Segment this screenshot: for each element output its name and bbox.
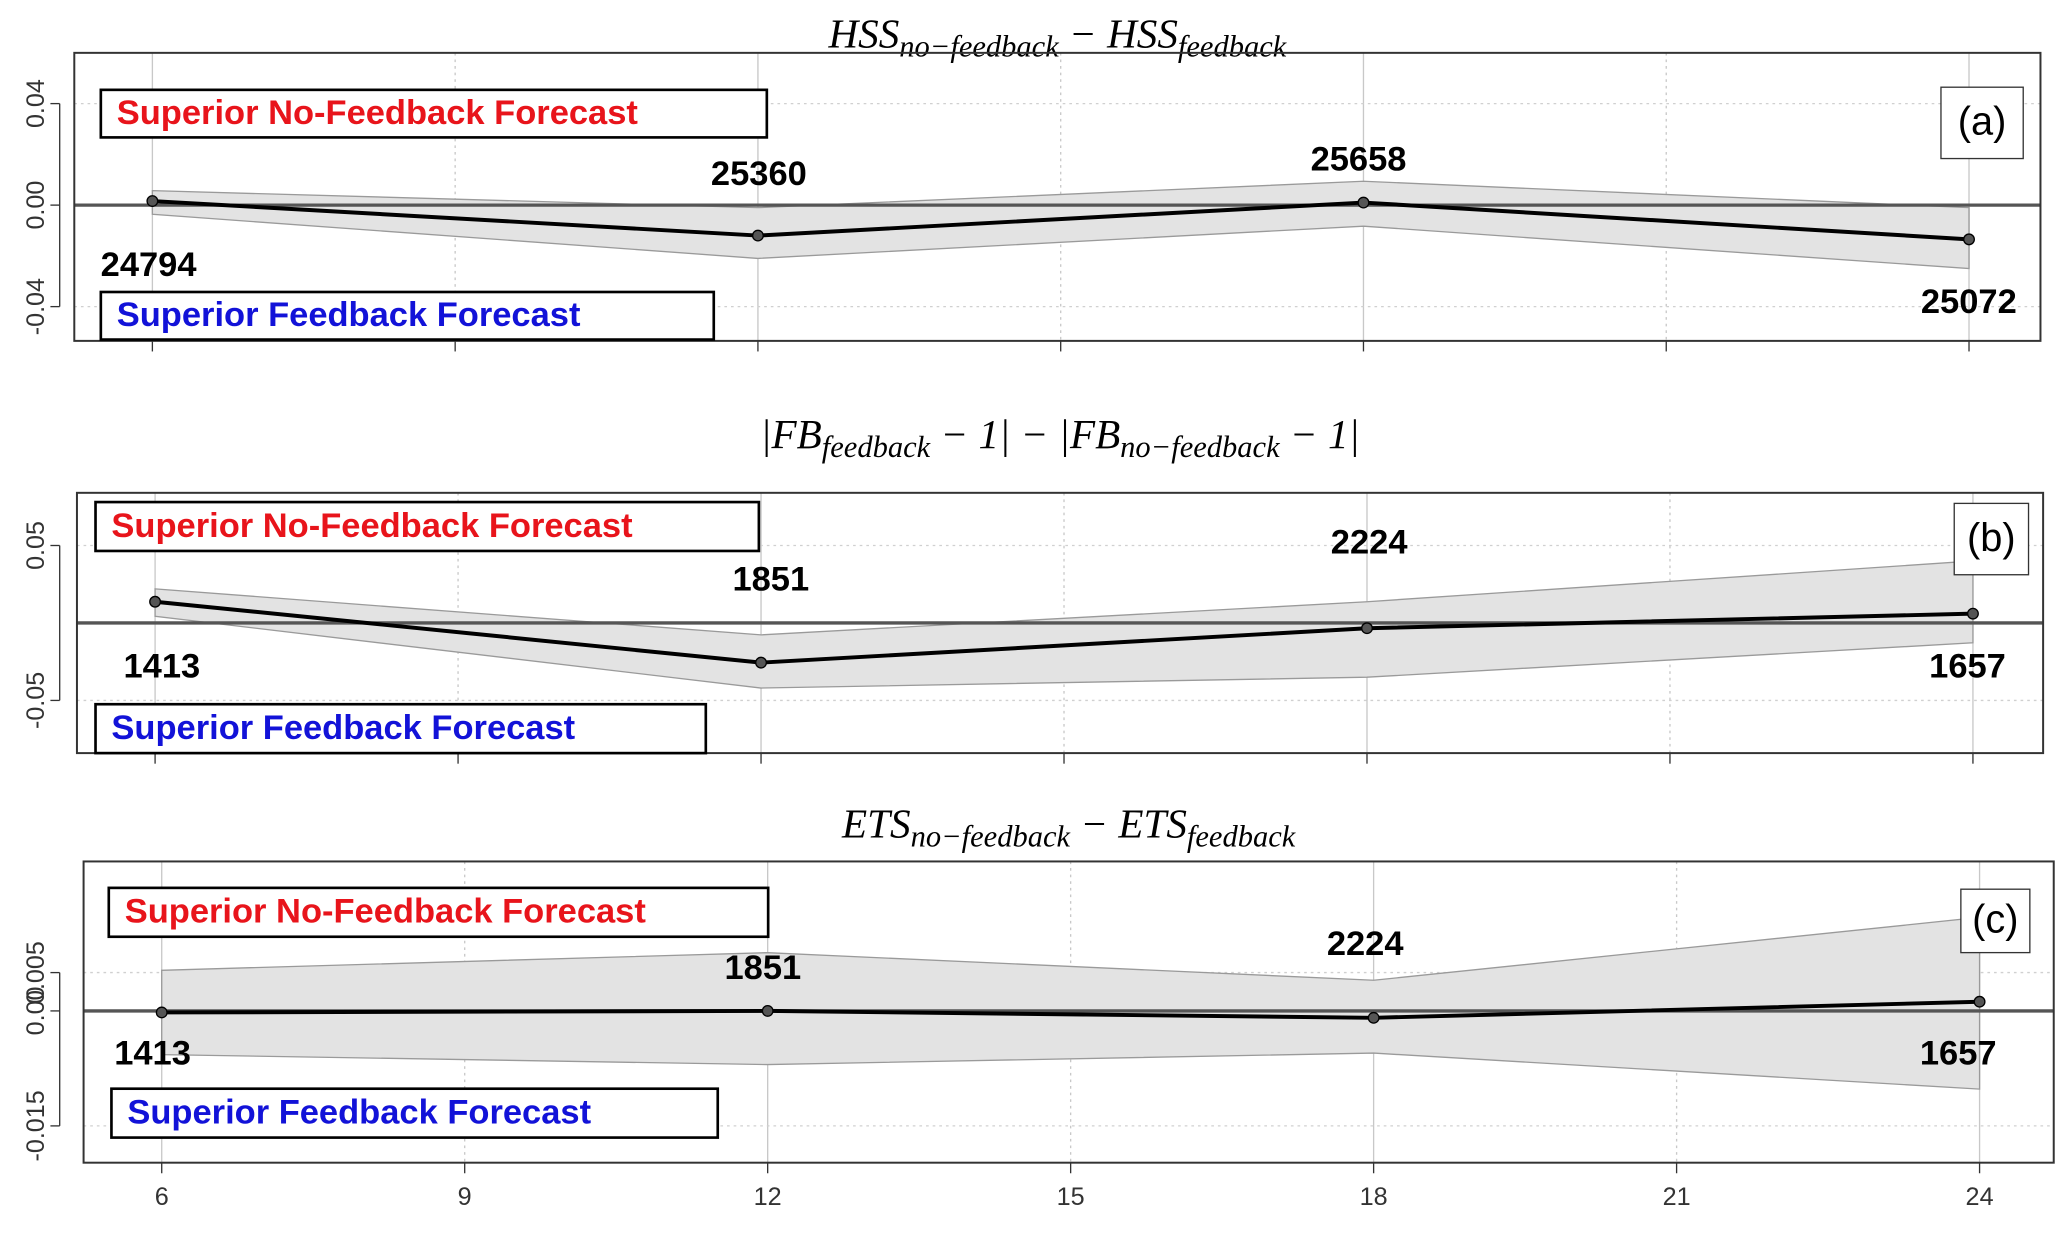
count-label: 1657	[1920, 1035, 1997, 1073]
data-point	[155, 1006, 168, 1019]
title-subscript: no−feedback	[911, 820, 1071, 854]
data-point	[1361, 622, 1373, 635]
panel-label-box	[1940, 86, 2024, 160]
x-tick-label: 18	[1360, 1183, 1388, 1211]
y-tick-label: -0.04	[22, 278, 50, 335]
panel-title: |FBfeedback − 1| − |FBno−feedback − 1|	[760, 411, 1360, 464]
data-point	[149, 595, 162, 608]
data-point	[1963, 233, 1975, 246]
panel-label: (a)	[1958, 100, 2007, 144]
panel-label: (b)	[1967, 516, 2016, 560]
data-point	[751, 229, 764, 242]
annotation-bottom: Superior Feedback Forecast	[111, 709, 575, 747]
y-tick-label: 0.00	[22, 987, 50, 1036]
plot-frame	[82, 860, 2055, 1164]
title-text: − 1| − |FB	[930, 411, 1120, 457]
title-subscript: no−feedback	[1120, 430, 1280, 464]
data-point	[755, 656, 768, 669]
annotation-bottom-box	[99, 290, 716, 341]
annotation-top-box	[107, 886, 770, 939]
y-tick-label: 0.005	[22, 941, 50, 1004]
x-tick-label: 15	[1057, 1183, 1085, 1211]
plot-frame	[75, 491, 2045, 755]
panel-title: HSSno−feedback − HSSfeedback	[827, 11, 1286, 64]
count-label: 25360	[711, 155, 807, 193]
count-label: 25658	[1311, 140, 1407, 178]
annotation-bottom-box	[94, 702, 708, 755]
annotation-top-box	[99, 88, 769, 139]
count-label: 2224	[1331, 523, 1408, 561]
count-label: 1657	[1929, 648, 2006, 686]
data-line	[154, 599, 1973, 665]
x-tick-label: 24	[1966, 1183, 1994, 1211]
y-tick-label: 0.00	[22, 181, 50, 230]
title-text: |FB	[760, 411, 822, 457]
title-subscript: feedback	[1178, 30, 1287, 64]
annotation-top: Superior No-Feedback Forecast	[111, 507, 633, 545]
data-line	[161, 999, 1980, 1020]
y-tick-label: 0.04	[22, 79, 50, 128]
x-tick-label: 6	[155, 1183, 169, 1211]
plot-frame	[73, 51, 2042, 342]
annotation-bottom: Superior Feedback Forecast	[117, 296, 581, 334]
panel-label-box	[1953, 502, 2030, 576]
x-tick-label: 12	[754, 1183, 782, 1211]
data-line	[152, 199, 1970, 242]
panel-label: (c)	[1972, 898, 2018, 942]
count-label: 25072	[1921, 283, 2017, 321]
data-point	[1357, 196, 1370, 209]
panel-title: ETSno−feedback − ETSfeedback	[841, 801, 1296, 854]
title-text: − ETS	[1070, 801, 1187, 847]
count-label: 24794	[101, 246, 197, 284]
annotation-top-box	[94, 500, 761, 553]
count-label: 1851	[725, 949, 802, 987]
y-tick-label: -0.05	[22, 672, 50, 729]
confidence-band	[151, 180, 1970, 270]
confidence-band	[161, 916, 1981, 1090]
title-subscript: no−feedback	[899, 30, 1059, 64]
x-tick-label: 21	[1663, 1183, 1691, 1211]
title-text: − 1|	[1280, 411, 1360, 457]
count-label: 1413	[114, 1035, 191, 1073]
title-text: − HSS	[1059, 11, 1178, 57]
data-point	[1966, 607, 1979, 620]
data-point	[761, 1004, 774, 1017]
annotation-top: Superior No-Feedback Forecast	[117, 94, 639, 132]
count-label: 2224	[1327, 925, 1404, 963]
data-point	[146, 195, 159, 207]
data-point	[1973, 995, 1986, 1008]
annotation-bottom-box	[110, 1087, 720, 1139]
title-text: ETS	[841, 801, 911, 847]
title-subscript: feedback	[1187, 820, 1296, 854]
y-tick-label: -0.015	[22, 1090, 50, 1161]
title-text: HSS	[827, 11, 899, 57]
y-tick-label: 0.05	[22, 521, 50, 570]
count-label: 1851	[732, 560, 809, 598]
panel-label-box	[1960, 888, 2031, 954]
count-label: 1413	[124, 648, 201, 686]
title-subscript: feedback	[822, 430, 931, 464]
annotation-top: Superior No-Feedback Forecast	[125, 893, 647, 931]
data-point	[1367, 1011, 1380, 1024]
annotation-bottom: Superior Feedback Forecast	[127, 1094, 591, 1132]
x-tick-label: 9	[458, 1183, 472, 1211]
